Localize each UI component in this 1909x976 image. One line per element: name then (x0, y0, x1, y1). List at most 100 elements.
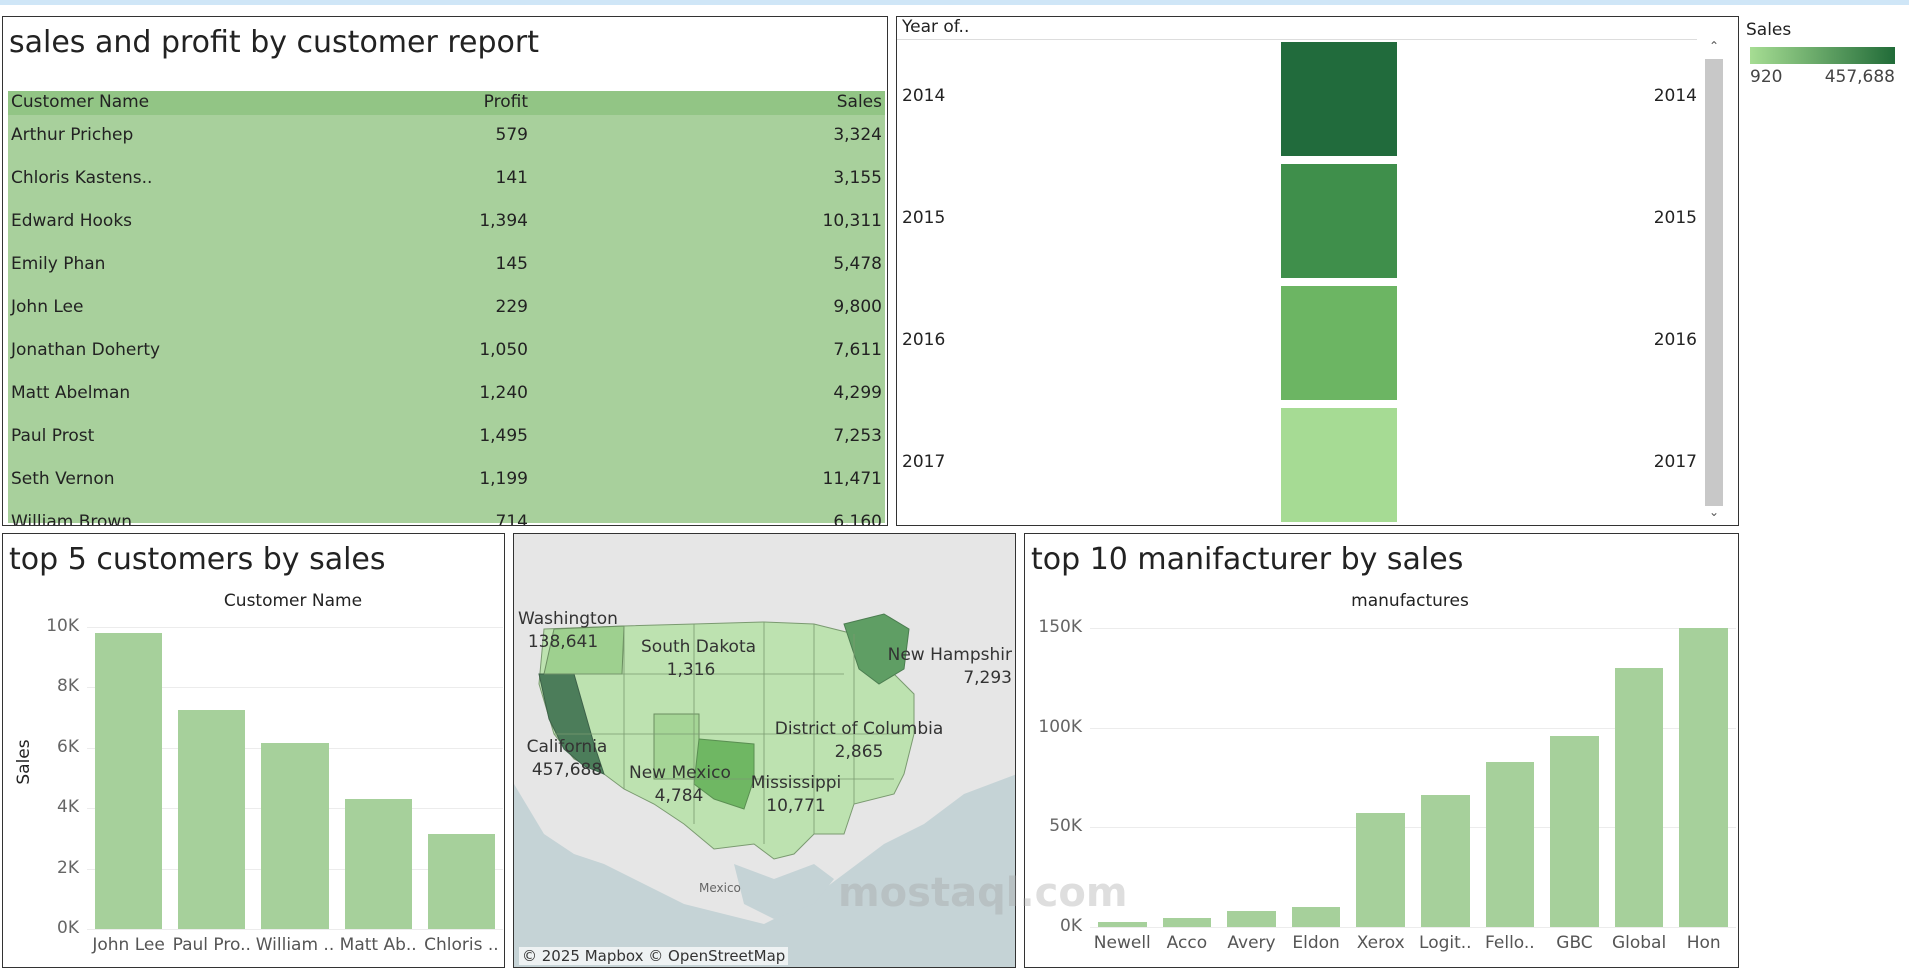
x-tick-label: GBC (1556, 933, 1593, 953)
year-label-left: 2015 (902, 208, 946, 228)
cell-profit: 1,240 (479, 383, 528, 403)
column-header-profit[interactable]: Profit (483, 92, 528, 112)
state-name: California (526, 737, 608, 757)
table-row[interactable]: William Brown 714 6,160 (8, 512, 885, 526)
bar[interactable] (1227, 911, 1276, 927)
cell-sales: 5,478 (833, 254, 882, 274)
cell-sales: 11,471 (822, 469, 882, 489)
vertical-scrollbar[interactable]: ⌃ ⌄ (1702, 39, 1724, 523)
map-attribution[interactable]: © 2025 Mapbox © OpenStreetMap (519, 947, 789, 965)
state-value: 138,641 (527, 632, 599, 652)
x-tick-label: Chloris .. (424, 935, 499, 955)
bar[interactable] (344, 799, 412, 929)
year-sales-square[interactable] (1281, 408, 1397, 522)
bar[interactable] (1356, 813, 1405, 927)
gridline (87, 627, 503, 628)
gridline (1090, 927, 1736, 928)
bar[interactable] (95, 633, 163, 929)
column-header-customer-name[interactable]: Customer Name (11, 92, 150, 112)
bar[interactable] (1162, 918, 1212, 927)
map-label-new-mexico[interactable]: New Mexico 4,784 (629, 762, 731, 808)
cell-profit: 714 (495, 512, 528, 526)
state-name: New Mexico (629, 763, 731, 783)
state-value: 10,771 (766, 796, 826, 816)
cell-customer-name: William Brown (11, 512, 133, 526)
table-row[interactable]: Edward Hooks 1,394 10,311 (8, 211, 885, 235)
state-borders (544, 622, 904, 844)
bar[interactable] (1291, 907, 1341, 927)
table-row[interactable]: John Lee 229 9,800 (8, 297, 885, 321)
cell-customer-name: Emily Phan (11, 254, 106, 274)
scrollbar-thumb[interactable] (1705, 59, 1723, 506)
x-tick-label: William .. (255, 935, 335, 955)
y-tick-label: 2K (57, 857, 79, 878)
table-header-row: Customer Name Profit Sales (8, 91, 885, 115)
x-tick-label: Paul Pro.. (172, 935, 251, 955)
cell-profit: 229 (495, 297, 528, 317)
year-label-left: 2016 (902, 330, 946, 350)
country-label-mexico: Mexico (699, 881, 741, 895)
y-tick-label: 0K (57, 918, 79, 938)
sales-map-panel[interactable]: Washington 138,641 South Dakota 1,316 New … (513, 533, 1016, 968)
cell-customer-name: Edward Hooks (11, 211, 133, 231)
bar[interactable] (178, 709, 246, 929)
bar[interactable] (1550, 735, 1599, 927)
year-sales-square[interactable] (1281, 286, 1397, 400)
y-tick-label: 6K (57, 736, 79, 757)
map-label-district-of-columbia[interactable]: District of Columbia 2,865 (754, 718, 964, 764)
bar[interactable] (1614, 667, 1664, 927)
top-customers-chart-panel: top 5 customers by sales Customer Name S… (2, 533, 505, 968)
cell-profit: 1,050 (479, 340, 528, 360)
cell-profit: 1,199 (479, 469, 528, 489)
x-axis-title: manufactures (1351, 591, 1469, 611)
cell-sales: 4,299 (833, 383, 882, 403)
gridline (1090, 827, 1736, 829)
cell-profit: 1,495 (479, 426, 528, 446)
scroll-down-arrow-icon[interactable]: ⌄ (1708, 505, 1720, 519)
state-value: 4,784 (654, 786, 704, 806)
map-label-california[interactable]: California 457,688 (522, 736, 612, 782)
gridline (87, 929, 503, 930)
map-label-new-hampshire[interactable]: New Hampshir 7,293 (822, 644, 1012, 690)
map-label-mississippi[interactable]: Mississippi 10,771 (746, 772, 846, 818)
y-tick-label: 10K (46, 616, 79, 636)
table-row[interactable]: Matt Abelman 1,240 4,299 (8, 383, 885, 407)
legend-color-ramp (1750, 47, 1895, 64)
map-label-washington[interactable]: Washington 138,641 (518, 608, 618, 654)
table-title: sales and profit by customer report (9, 25, 539, 60)
table-row[interactable]: Emily Phan 145 5,478 (8, 254, 885, 278)
state-value: 1,316 (666, 660, 716, 680)
table-row[interactable]: Arthur Prichep 579 3,324 (8, 125, 885, 149)
ocean-area (514, 774, 1015, 967)
column-header-sales[interactable]: Sales (836, 92, 882, 112)
table-row[interactable]: Seth Vernon 1,199 11,471 (8, 469, 885, 493)
bar[interactable] (427, 833, 495, 929)
y-tick-label: 50K (1049, 816, 1082, 837)
us-map[interactable] (514, 534, 1016, 968)
cell-customer-name: John Lee (11, 297, 84, 317)
gridline (1090, 628, 1736, 629)
y-tick-label: 4K (57, 797, 79, 818)
state-name: Washington (518, 609, 618, 629)
map-label-south-dakota[interactable]: South Dakota 1,316 (641, 636, 756, 682)
state-value: 7,293 (963, 668, 1012, 688)
x-tick-label: John Lee (92, 935, 165, 955)
cell-customer-name: Seth Vernon (11, 469, 115, 489)
top-strip (0, 0, 1909, 5)
bar[interactable] (1485, 761, 1535, 927)
bar[interactable] (1421, 795, 1470, 927)
cell-sales: 6,160 (833, 512, 882, 526)
bar[interactable] (261, 742, 329, 929)
cell-customer-name: Paul Prost (11, 426, 95, 446)
table-row[interactable]: Jonathan Doherty 1,050 7,611 (8, 340, 885, 364)
state-california (538, 673, 605, 775)
bar[interactable] (1098, 922, 1147, 927)
table-row[interactable]: Paul Prost 1,495 7,253 (8, 426, 885, 450)
bar[interactable] (1679, 628, 1728, 927)
year-sales-square[interactable] (1281, 42, 1397, 156)
year-label-left: 2014 (902, 86, 946, 106)
scroll-up-arrow-icon[interactable]: ⌃ (1708, 39, 1720, 53)
table-row[interactable]: Chloris Kastens.. 141 3,155 (8, 168, 885, 192)
year-sales-square[interactable] (1281, 164, 1397, 278)
year-column-header[interactable]: Year of.. (902, 17, 970, 37)
